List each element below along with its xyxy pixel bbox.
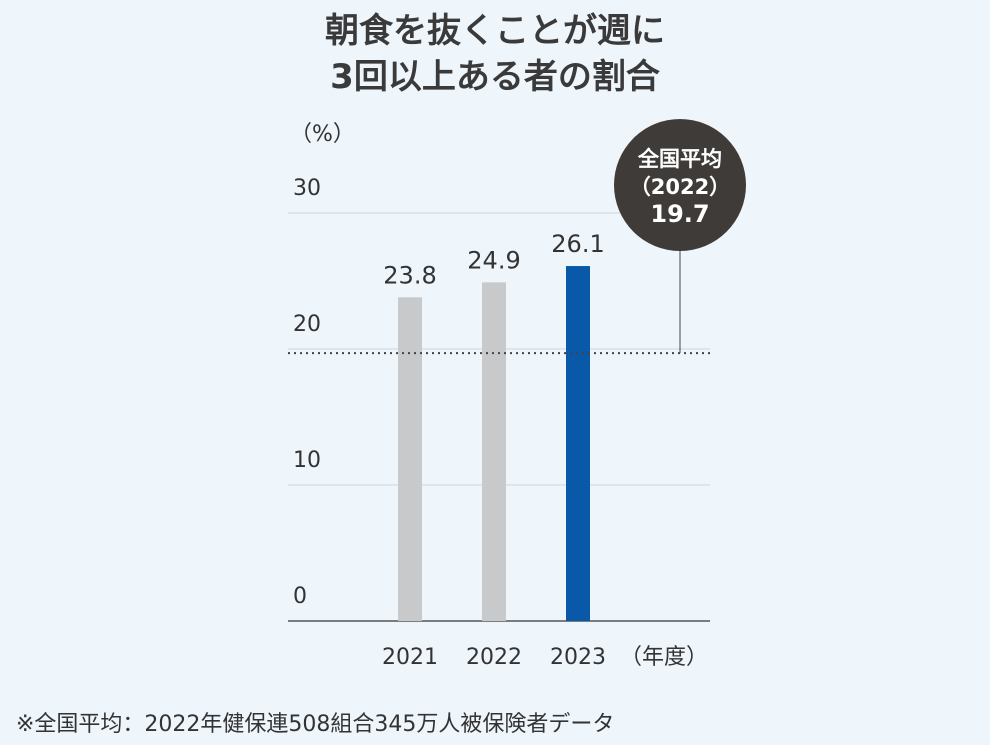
x-axis-unit-label: （年度） xyxy=(620,645,708,670)
bar-2021 xyxy=(398,297,422,621)
x-tick-label-2022: 2022 xyxy=(466,645,522,670)
y-tick-label: 20 xyxy=(293,312,321,337)
average-callout-text-1: 全国平均 xyxy=(637,147,722,171)
bar-2022 xyxy=(482,282,506,621)
data-label-2022: 24.9 xyxy=(467,246,520,274)
x-tick-label-2023: 2023 xyxy=(550,645,606,670)
footnote: ※全国平均：2022年健保連508組合345万人被保険者データ xyxy=(16,712,615,737)
y-axis-unit-label: （%） xyxy=(290,122,355,147)
bar-2023 xyxy=(566,266,590,621)
data-label-2023: 26.1 xyxy=(551,230,604,258)
chart-title: 朝食を抜くことが週に 3回以上ある者の割合 xyxy=(0,8,990,100)
y-tick-label: 30 xyxy=(293,176,321,201)
y-tick-label: 10 xyxy=(293,448,321,473)
chart-title-line-2: 3回以上ある者の割合 xyxy=(330,57,660,97)
data-label-2021: 23.8 xyxy=(383,261,436,289)
chart-title-line-1: 朝食を抜くことが週に xyxy=(325,11,665,51)
x-tick-label-2021: 2021 xyxy=(382,645,438,670)
average-callout-badge xyxy=(614,119,746,251)
y-tick-label: 0 xyxy=(293,584,307,609)
average-callout-text-3: 19.7 xyxy=(650,200,709,228)
average-callout-text-2: （2022） xyxy=(630,175,730,199)
